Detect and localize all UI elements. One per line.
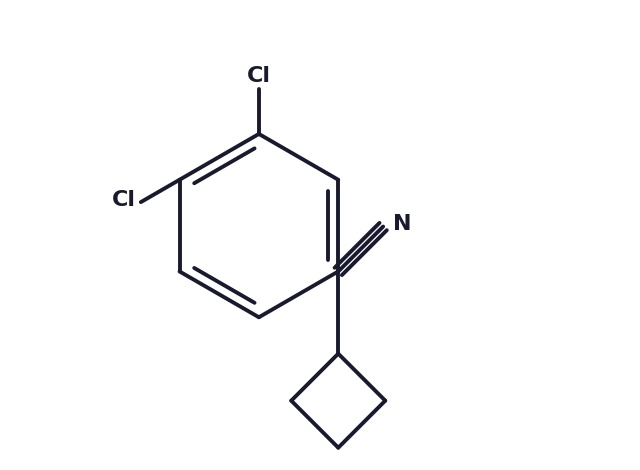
Text: N: N: [392, 214, 411, 234]
Text: Cl: Cl: [112, 190, 136, 210]
Text: Cl: Cl: [247, 65, 271, 86]
